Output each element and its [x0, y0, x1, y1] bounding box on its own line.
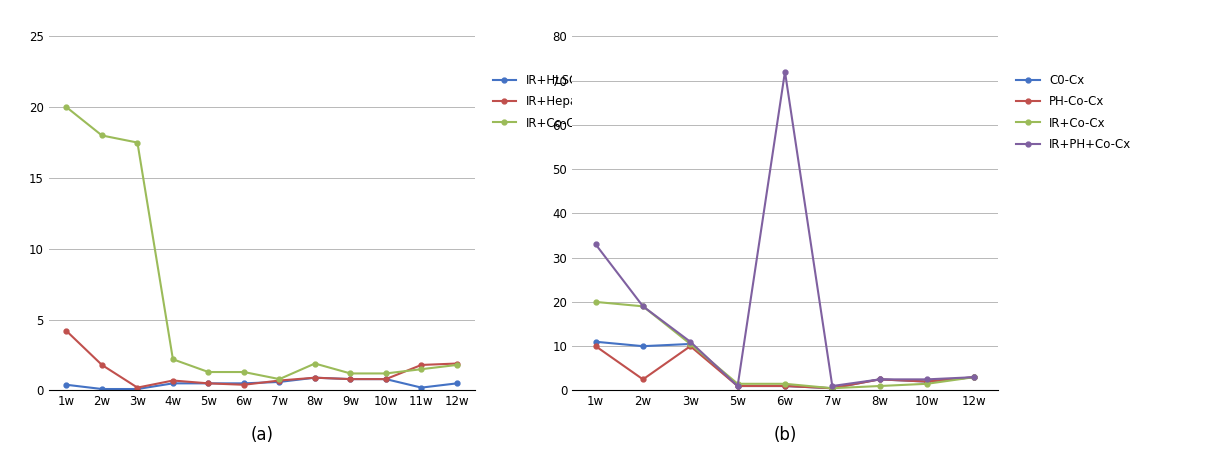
IR+Hepatocyte	[201, 380, 215, 386]
IR+Co-Cx	[273, 376, 287, 382]
IR+PH+Co-Cx	[778, 69, 792, 74]
IR+HLSC	[343, 376, 358, 382]
PH-Co-Cx	[968, 375, 982, 380]
PH-Co-Cx	[778, 383, 792, 389]
C0-Cx	[635, 343, 650, 349]
IR+Co-Cx	[414, 366, 428, 372]
IR+Co-Cx	[778, 381, 792, 386]
IR+Co-Cx	[683, 341, 697, 347]
C0-Cx	[825, 385, 840, 391]
Line: IR+HLSC: IR+HLSC	[65, 375, 459, 391]
IR+HLSC	[60, 382, 74, 388]
IR+Co-Cx	[236, 369, 251, 375]
IR+PH+Co-Cx	[968, 375, 982, 380]
Line: C0-Cx: C0-Cx	[593, 339, 977, 390]
IR+Co-Cx	[825, 385, 840, 391]
IR+PH+Co-Cx	[588, 242, 602, 247]
IR+PH+Co-Cx	[873, 377, 887, 382]
IR+HLSC	[414, 385, 428, 390]
IR+Hepatocyte	[343, 376, 358, 382]
IR+Co-Cx	[130, 140, 145, 145]
IR+Co-Cx	[201, 369, 215, 375]
IR+PH+Co-Cx	[825, 383, 840, 389]
IR+Hepatocyte	[95, 362, 110, 368]
IR+HLSC	[308, 375, 323, 380]
Line: IR+PH+Co-Cx: IR+PH+Co-Cx	[593, 69, 977, 389]
IR+HLSC	[201, 380, 215, 386]
IR+Co-Cx	[95, 133, 110, 138]
Text: (b): (b)	[773, 426, 797, 444]
IR+Hepatocyte	[273, 378, 287, 383]
C0-Cx	[778, 383, 792, 389]
Legend: IR+HLSC, IR+Hepatocyte, IR+Co-Cx: IR+HLSC, IR+Hepatocyte, IR+Co-Cx	[489, 70, 618, 133]
IR+HLSC	[166, 380, 180, 386]
C0-Cx	[588, 339, 602, 345]
PH-Co-Cx	[635, 377, 650, 382]
IR+HLSC	[236, 380, 251, 386]
IR+Co-Cx	[635, 304, 650, 309]
Text: (a): (a)	[251, 426, 273, 444]
IR+HLSC	[130, 386, 145, 392]
PH-Co-Cx	[683, 343, 697, 349]
Line: IR+Co-Cx: IR+Co-Cx	[593, 300, 977, 390]
Line: IR+Hepatocyte: IR+Hepatocyte	[65, 329, 459, 390]
IR+Co-Cx	[449, 362, 464, 368]
C0-Cx	[730, 383, 745, 389]
PH-Co-Cx	[825, 385, 840, 391]
IR+Hepatocyte	[308, 375, 323, 380]
IR+PH+Co-Cx	[920, 377, 935, 382]
C0-Cx	[873, 377, 887, 382]
PH-Co-Cx	[730, 383, 745, 389]
Legend: C0-Cx, PH-Co-Cx, IR+Co-Cx, IR+PH+Co-Cx: C0-Cx, PH-Co-Cx, IR+Co-Cx, IR+PH+Co-Cx	[1013, 70, 1134, 154]
IR+Co-Cx	[60, 104, 74, 110]
PH-Co-Cx	[588, 343, 602, 349]
IR+HLSC	[273, 379, 287, 385]
IR+Hepatocyte	[130, 385, 145, 390]
IR+Hepatocyte	[414, 362, 428, 368]
IR+Co-Cx	[873, 383, 887, 389]
IR+PH+Co-Cx	[730, 383, 745, 389]
Line: IR+Co-Cx: IR+Co-Cx	[65, 105, 459, 381]
Line: PH-Co-Cx: PH-Co-Cx	[593, 344, 977, 390]
IR+Co-Cx	[920, 381, 935, 386]
IR+HLSC	[378, 376, 393, 382]
IR+Hepatocyte	[449, 361, 464, 366]
IR+Hepatocyte	[378, 376, 393, 382]
C0-Cx	[968, 375, 982, 380]
C0-Cx	[683, 341, 697, 347]
IR+Co-Cx	[308, 361, 323, 366]
C0-Cx	[920, 379, 935, 384]
IR+Co-Cx	[968, 375, 982, 380]
IR+Co-Cx	[730, 381, 745, 386]
IR+Hepatocyte	[166, 378, 180, 383]
IR+Hepatocyte	[236, 382, 251, 388]
IR+Co-Cx	[588, 299, 602, 305]
IR+Co-Cx	[166, 356, 180, 362]
IR+PH+Co-Cx	[683, 339, 697, 345]
PH-Co-Cx	[920, 379, 935, 384]
PH-Co-Cx	[873, 377, 887, 382]
IR+Co-Cx	[343, 371, 358, 376]
IR+HLSC	[95, 386, 110, 392]
IR+Co-Cx	[378, 371, 393, 376]
IR+HLSC	[449, 380, 464, 386]
IR+PH+Co-Cx	[635, 304, 650, 309]
IR+Hepatocyte	[60, 328, 74, 334]
